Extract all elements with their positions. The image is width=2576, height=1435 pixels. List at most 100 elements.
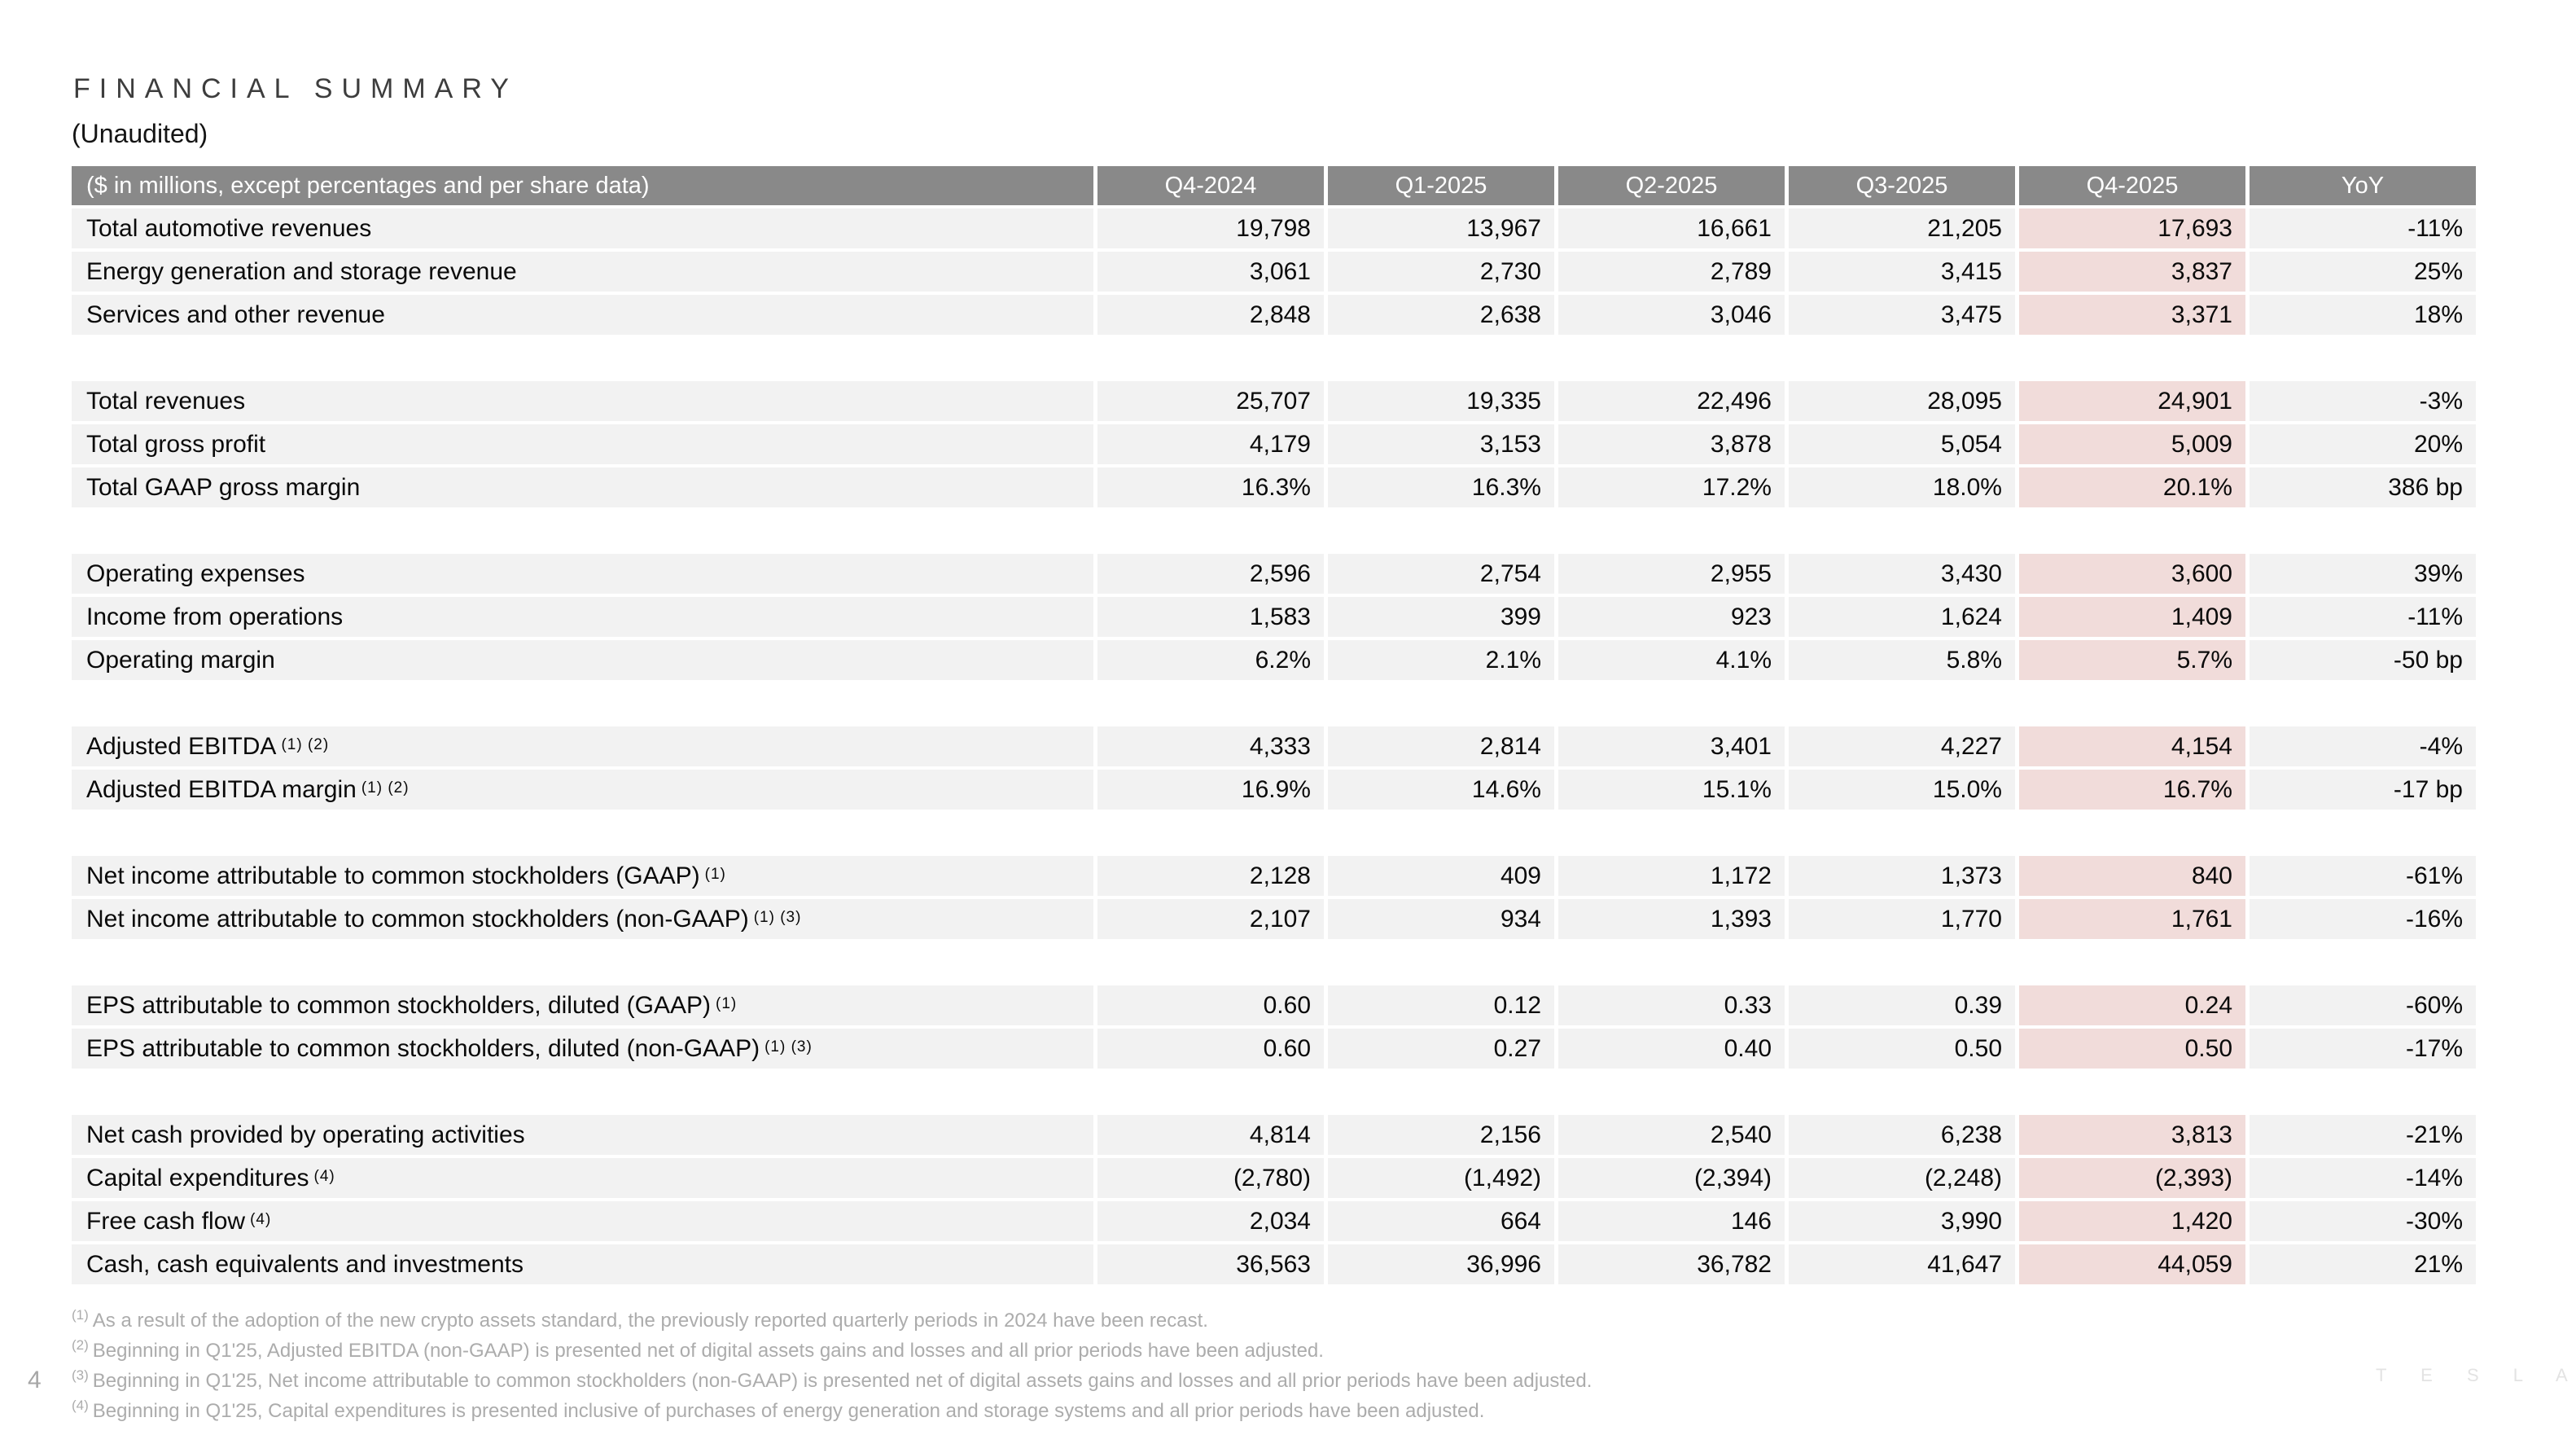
row-label-text: Total gross profit: [86, 430, 266, 458]
table-spacer-row: [72, 1072, 2480, 1115]
quarter-value: 2,955: [1558, 554, 1785, 594]
quarter-value: 1,409: [2019, 597, 2245, 637]
column-header-yoy: YoY: [2250, 166, 2476, 205]
quarter-value: 2,814: [1328, 726, 1554, 766]
quarter-value: 0.24: [2019, 985, 2245, 1025]
quarter-value: 5.8%: [1789, 640, 2015, 680]
quarter-value: 0.12: [1328, 985, 1554, 1025]
quarter-value: 4,814: [1097, 1115, 1324, 1155]
yoy-value: -60%: [2250, 985, 2476, 1025]
quarter-value: 146: [1558, 1201, 1785, 1241]
quarter-value: 1,420: [2019, 1201, 2245, 1241]
quarter-value: 3,878: [1558, 424, 1785, 464]
table-row: Adjusted EBITDA margin (1) (2) 16.9% 14.6% 1…: [72, 770, 2480, 810]
tesla-logo: T E S L A: [2376, 1365, 2576, 1385]
quarter-value: 1,393: [1558, 899, 1785, 939]
quarter-value: 22,496: [1558, 381, 1785, 421]
row-label: Total revenues: [72, 381, 1093, 421]
column-header-q2-2025: Q2-2025: [1558, 166, 1785, 205]
table-row: EPS attributable to common stockholders,…: [72, 985, 2480, 1025]
row-label-text: EPS attributable to common stockholders,…: [86, 991, 712, 1019]
row-label: Total GAAP gross margin: [72, 467, 1093, 507]
table-row: Net cash provided by operating activitie…: [72, 1115, 2480, 1155]
table-row: Total revenues 25,707 19,335 22,496 28,095 24…: [72, 381, 2480, 421]
quarter-value: 16.7%: [2019, 770, 2245, 810]
table-header-units-label: ($ in millions, except percentages and p…: [72, 166, 1093, 205]
yoy-value: 25%: [2250, 252, 2476, 292]
row-label-text: Energy generation and storage revenue: [86, 257, 517, 285]
quarter-value: 3,600: [2019, 554, 2245, 594]
row-label: Adjusted EBITDA (1) (2): [72, 726, 1093, 766]
quarter-value: 3,401: [1558, 726, 1785, 766]
table-spacer-row: [72, 683, 2480, 726]
row-label: Net income attributable to common stockh…: [72, 899, 1093, 939]
table-row: Operating expenses 2,596 2,754 2,955 3,430 3,…: [72, 554, 2480, 594]
quarter-value: 21,205: [1789, 208, 2015, 248]
quarter-value: 0.27: [1328, 1029, 1554, 1069]
row-label-text: Cash, cash equivalents and investments: [86, 1250, 524, 1278]
quarter-value: 934: [1328, 899, 1554, 939]
footnote-text: As a result of the adoption of the new c…: [92, 1310, 1208, 1332]
quarter-value: 0.40: [1558, 1029, 1785, 1069]
quarter-value: 2,107: [1097, 899, 1324, 939]
row-label: Capital expenditures (4): [72, 1158, 1093, 1198]
quarter-value: 0.39: [1789, 985, 2015, 1025]
quarter-value: 2.1%: [1328, 640, 1554, 680]
quarter-value: 15.0%: [1789, 770, 2015, 810]
quarter-value: 16.9%: [1097, 770, 1324, 810]
quarter-value: 13,967: [1328, 208, 1554, 248]
quarter-value: 664: [1328, 1201, 1554, 1241]
quarter-value: 2,754: [1328, 554, 1554, 594]
row-label-text: Operating margin: [86, 646, 275, 674]
quarter-value: 923: [1558, 597, 1785, 637]
table-row: Total gross profit 4,179 3,153 3,878 5,054 5,…: [72, 424, 2480, 464]
quarter-value: 2,638: [1328, 295, 1554, 335]
yoy-value: 20%: [2250, 424, 2476, 464]
row-label-text: Adjusted EBITDA: [86, 732, 277, 760]
quarter-value: 25,707: [1097, 381, 1324, 421]
quarter-value: (2,248): [1789, 1158, 2015, 1198]
quarter-value: (2,393): [2019, 1158, 2245, 1198]
yoy-value: -14%: [2250, 1158, 2476, 1198]
table-row: Operating margin 6.2% 2.1% 4.1% 5.8% 5.7% -50 …: [72, 640, 2480, 680]
row-label-text: Free cash flow: [86, 1207, 246, 1235]
quarter-value: 2,034: [1097, 1201, 1324, 1241]
yoy-value: -50 bp: [2250, 640, 2476, 680]
yoy-value: -4%: [2250, 726, 2476, 766]
yoy-value: -11%: [2250, 597, 2476, 637]
quarter-value: 16.3%: [1328, 467, 1554, 507]
table-spacer-row: [72, 942, 2480, 985]
yoy-value: -61%: [2250, 856, 2476, 896]
row-label: Operating margin: [72, 640, 1093, 680]
quarter-value: 5,054: [1789, 424, 2015, 464]
footnote-marker: (3): [72, 1367, 89, 1383]
row-label: Energy generation and storage revenue: [72, 252, 1093, 292]
quarter-value: 5,009: [2019, 424, 2245, 464]
row-label-text: Net income attributable to common stockh…: [86, 862, 700, 889]
quarter-value: 3,813: [2019, 1115, 2245, 1155]
table-row: Energy generation and storage revenue 3,0…: [72, 252, 2480, 292]
row-label: Adjusted EBITDA margin (1) (2): [72, 770, 1093, 810]
quarter-value: (1,492): [1328, 1158, 1554, 1198]
yoy-value: -17 bp: [2250, 770, 2476, 810]
row-label-text: Adjusted EBITDA margin: [86, 775, 357, 803]
footnotes: (1) As a result of the adoption of the ne…: [72, 1300, 1592, 1422]
yoy-value: -21%: [2250, 1115, 2476, 1155]
row-label-text: Total revenues: [86, 387, 246, 415]
row-label: Cash, cash equivalents and investments: [72, 1244, 1093, 1284]
quarter-value: (2,394): [1558, 1158, 1785, 1198]
row-label: EPS attributable to common stockholders,…: [72, 985, 1093, 1025]
column-header-q3-2025: Q3-2025: [1789, 166, 2015, 205]
quarter-value: 5.7%: [2019, 640, 2245, 680]
quarter-value: 1,373: [1789, 856, 2015, 896]
quarter-value: 409: [1328, 856, 1554, 896]
quarter-value: 1,770: [1789, 899, 2015, 939]
table-row: Services and other revenue 2,848 2,638 3,04…: [72, 295, 2480, 335]
quarter-value: 1,583: [1097, 597, 1324, 637]
quarter-value: 3,046: [1558, 295, 1785, 335]
footnote-text: Beginning in Q1'25, Capital expenditures…: [92, 1400, 1485, 1422]
quarter-value: 16.3%: [1097, 467, 1324, 507]
quarter-value: 3,990: [1789, 1201, 2015, 1241]
row-label-text: EPS attributable to common stockholders,…: [86, 1034, 760, 1062]
